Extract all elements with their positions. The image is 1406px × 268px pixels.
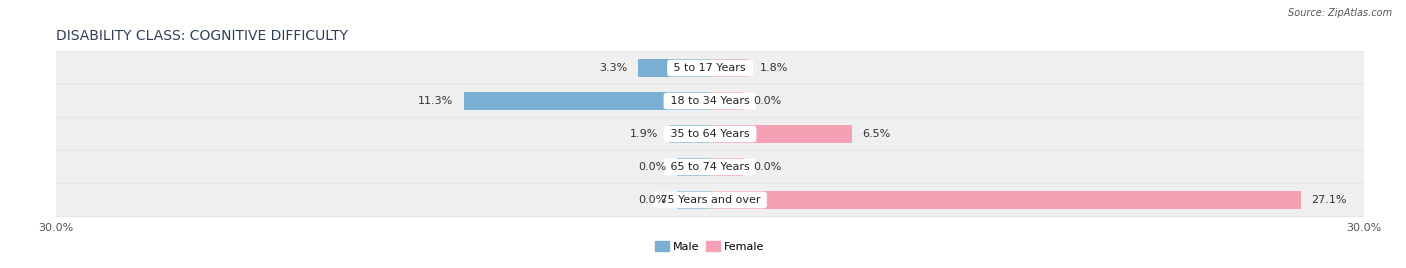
Bar [710, 158, 742, 176]
Legend: Male, Female: Male, Female [655, 241, 765, 252]
FancyBboxPatch shape [0, 84, 1406, 118]
Text: 75 Years and over: 75 Years and over [657, 195, 763, 205]
Text: 27.1%: 27.1% [1312, 195, 1347, 205]
Bar [669, 125, 710, 143]
Text: 11.3%: 11.3% [418, 96, 453, 106]
Text: 0.0%: 0.0% [754, 162, 782, 172]
Text: 1.9%: 1.9% [630, 129, 658, 139]
Bar [678, 191, 710, 209]
Text: 18 to 34 Years: 18 to 34 Years [666, 96, 754, 106]
Text: 65 to 74 Years: 65 to 74 Years [666, 162, 754, 172]
Bar [678, 158, 710, 176]
Bar [464, 92, 710, 110]
Text: 3.3%: 3.3% [599, 63, 627, 73]
Bar [710, 59, 749, 77]
Text: 35 to 64 Years: 35 to 64 Years [666, 129, 754, 139]
Text: 5 to 17 Years: 5 to 17 Years [671, 63, 749, 73]
Text: 1.8%: 1.8% [761, 63, 789, 73]
Text: DISABILITY CLASS: COGNITIVE DIFFICULTY: DISABILITY CLASS: COGNITIVE DIFFICULTY [56, 29, 349, 43]
Bar [638, 59, 710, 77]
FancyBboxPatch shape [0, 150, 1406, 184]
Text: 0.0%: 0.0% [638, 162, 666, 172]
Text: Source: ZipAtlas.com: Source: ZipAtlas.com [1288, 8, 1392, 18]
FancyBboxPatch shape [0, 183, 1406, 217]
Bar [710, 92, 742, 110]
Bar [710, 191, 1301, 209]
FancyBboxPatch shape [0, 51, 1406, 85]
Text: 0.0%: 0.0% [638, 195, 666, 205]
Bar [710, 125, 852, 143]
Text: 0.0%: 0.0% [754, 96, 782, 106]
FancyBboxPatch shape [0, 117, 1406, 151]
Text: 6.5%: 6.5% [862, 129, 891, 139]
